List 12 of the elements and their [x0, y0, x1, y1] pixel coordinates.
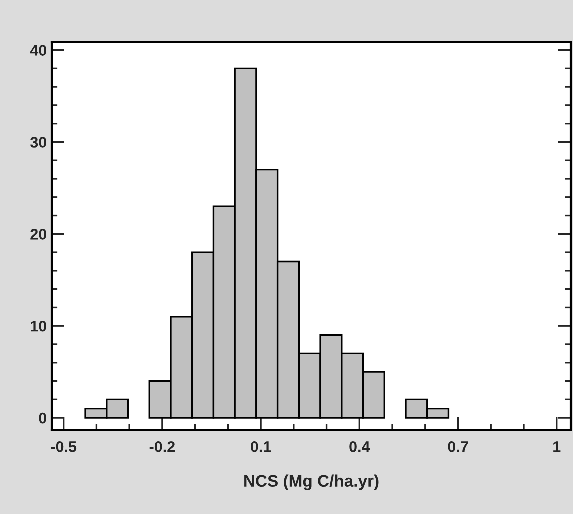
x-tick-label: 0.4 [350, 442, 370, 452]
x-tick-label: 0.7 [448, 442, 468, 452]
y-tick-label: 20 [30, 229, 47, 240]
x-tick-label: -0.2 [150, 442, 175, 452]
x-axis-title: NCS (Mg C/ha.yr) [244, 474, 379, 490]
y-tick-label: 0 [39, 412, 47, 424]
y-tick-label: 40 [30, 45, 47, 56]
x-tick-label: 0.1 [251, 442, 272, 452]
x-tick-label: -0.5 [51, 442, 77, 452]
y-tick-label: 10 [31, 320, 47, 332]
y-tick-label: 30 [30, 137, 47, 148]
x-tick-label: 1 [554, 442, 561, 452]
